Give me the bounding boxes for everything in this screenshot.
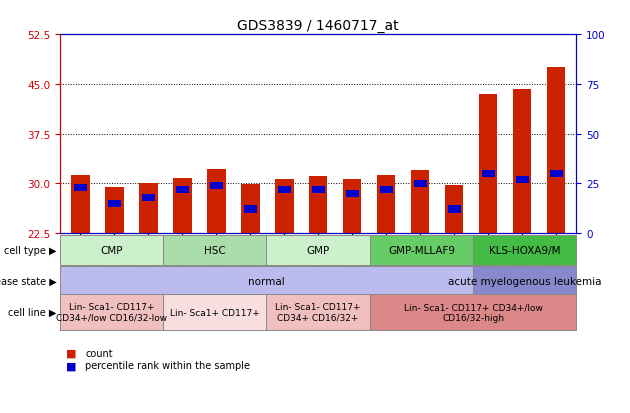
Text: GMP: GMP [307,245,329,255]
Bar [210,182,223,189]
Text: acute myelogenous leukemia: acute myelogenous leukemia [448,276,602,286]
Bar [60,266,473,296]
Bar [142,194,155,201]
Bar [479,95,498,233]
Bar [411,171,430,233]
Bar [413,180,427,188]
Bar [163,294,266,330]
Bar [275,180,294,233]
Text: GMP-MLLAF9: GMP-MLLAF9 [388,245,455,255]
Text: ■: ■ [66,348,77,358]
Text: disease state ▶: disease state ▶ [0,276,57,286]
Bar [176,186,189,193]
Bar [74,184,87,191]
Bar [513,89,532,233]
Text: cell line ▶: cell line ▶ [8,307,57,318]
Text: Lin- Sca1- CD117+
CD34+/low CD16/32-low: Lin- Sca1- CD117+ CD34+/low CD16/32-low [56,303,167,322]
Bar [447,206,461,213]
Bar [173,178,192,233]
Bar [163,235,266,265]
Bar [343,179,362,233]
Bar [445,185,464,233]
Bar [473,235,576,265]
Text: normal: normal [248,276,285,286]
Bar [515,176,529,183]
Bar [108,200,121,207]
Bar [370,294,576,330]
Text: Lin- Sca1- CD117+ CD34+/low
CD16/32-high: Lin- Sca1- CD117+ CD34+/low CD16/32-high [404,303,542,322]
Bar [547,68,565,233]
Bar [481,170,495,178]
Text: Lin- Sca1- CD117+
CD34+ CD16/32+: Lin- Sca1- CD117+ CD34+ CD16/32+ [275,303,361,322]
Bar [309,176,328,233]
Bar [380,186,392,193]
Bar [105,187,123,233]
Text: count: count [85,348,113,358]
Bar [139,183,158,233]
Bar [266,235,370,265]
Bar [71,175,89,233]
Text: cell type ▶: cell type ▶ [4,245,57,255]
Text: CMP: CMP [100,245,123,255]
Bar [549,170,563,178]
Bar [60,235,163,265]
Text: HSC: HSC [204,245,226,255]
Title: GDS3839 / 1460717_at: GDS3839 / 1460717_at [238,19,399,33]
Bar [312,186,324,193]
Bar [377,176,396,233]
Bar [278,186,290,193]
Bar [473,266,576,296]
Text: percentile rank within the sample: percentile rank within the sample [85,361,250,370]
Bar [60,294,163,330]
Text: Lin- Sca1+ CD117+: Lin- Sca1+ CD117+ [170,308,260,317]
Bar [241,185,260,233]
Bar [370,235,473,265]
Bar [346,190,358,197]
Bar [244,206,256,213]
Text: ■: ■ [66,361,77,370]
Bar [207,169,226,233]
Bar [266,294,370,330]
Text: KLS-HOXA9/M: KLS-HOXA9/M [489,245,561,255]
